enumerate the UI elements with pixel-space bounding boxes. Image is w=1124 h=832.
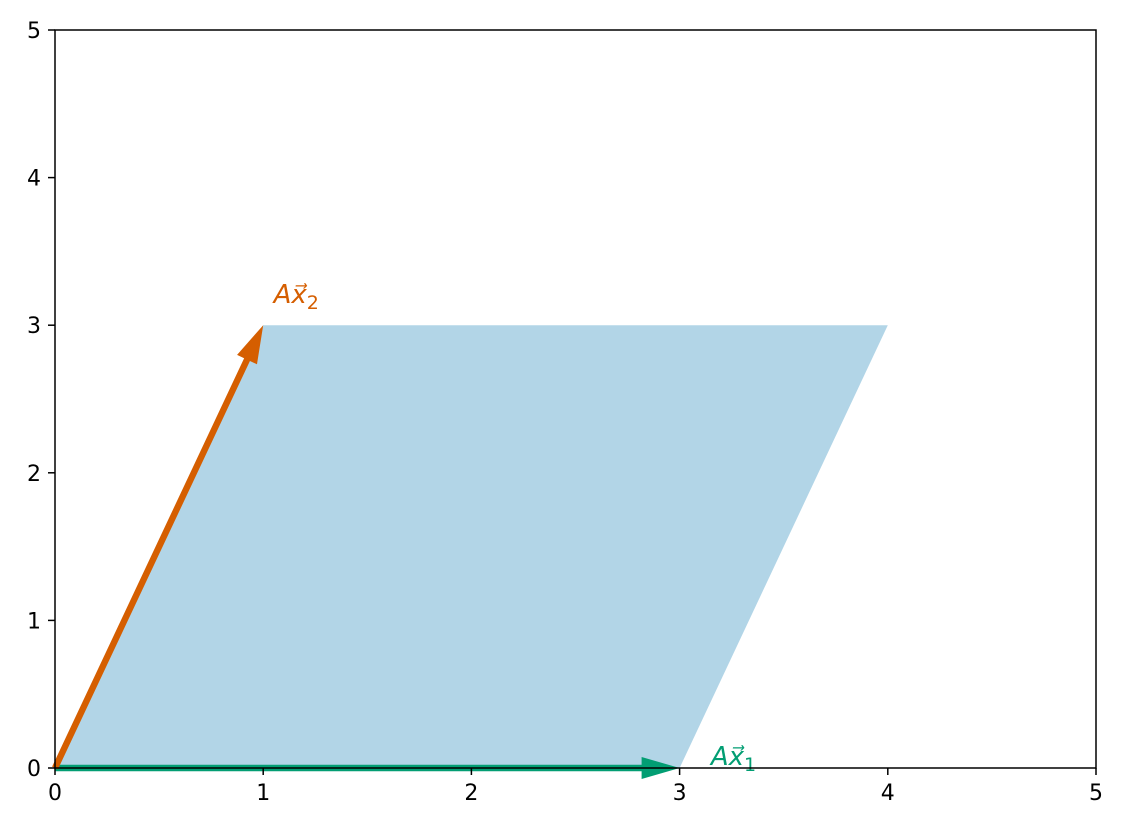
axes-border xyxy=(54,29,1097,769)
vector-label-base: A xyxy=(272,280,292,310)
x-tick-label: 0 xyxy=(48,781,62,806)
y-tick-label: 3 xyxy=(27,314,41,339)
vector-label-v2: Ax⃗2 xyxy=(272,280,319,314)
vector-label-subscript: 1 xyxy=(744,754,756,776)
x-tick-label: 4 xyxy=(881,781,895,806)
plot-area: Ax⃗1Ax⃗2 xyxy=(52,280,888,779)
vector-label-base: A xyxy=(709,742,729,772)
x-tick-label: 3 xyxy=(673,781,687,806)
y-tick-label: 1 xyxy=(27,609,41,634)
vector-label-subscript: 2 xyxy=(307,292,319,314)
vector-arrow-v2 xyxy=(52,325,264,770)
vector-label-variable: x⃗ xyxy=(290,280,307,310)
y-tick-label: 4 xyxy=(27,167,41,192)
x-tick-label: 2 xyxy=(464,781,478,806)
parallelogram-area xyxy=(55,325,888,768)
x-tick-label: 5 xyxy=(1089,781,1103,806)
x-tick-label: 1 xyxy=(256,781,270,806)
vector-v2: Ax⃗2 xyxy=(52,280,319,770)
axes-frame xyxy=(54,29,1097,769)
axis-ticks: 0 1 2 3 4 5 0 1 2 3 4 5 xyxy=(27,19,1103,806)
y-tick-label: 5 xyxy=(27,19,41,44)
vector-label-v1: Ax⃗1 xyxy=(709,742,756,776)
y-tick-label: 2 xyxy=(27,462,41,487)
y-tick-label: 0 xyxy=(27,757,41,782)
vector-label-variable: x⃗ xyxy=(728,742,745,772)
